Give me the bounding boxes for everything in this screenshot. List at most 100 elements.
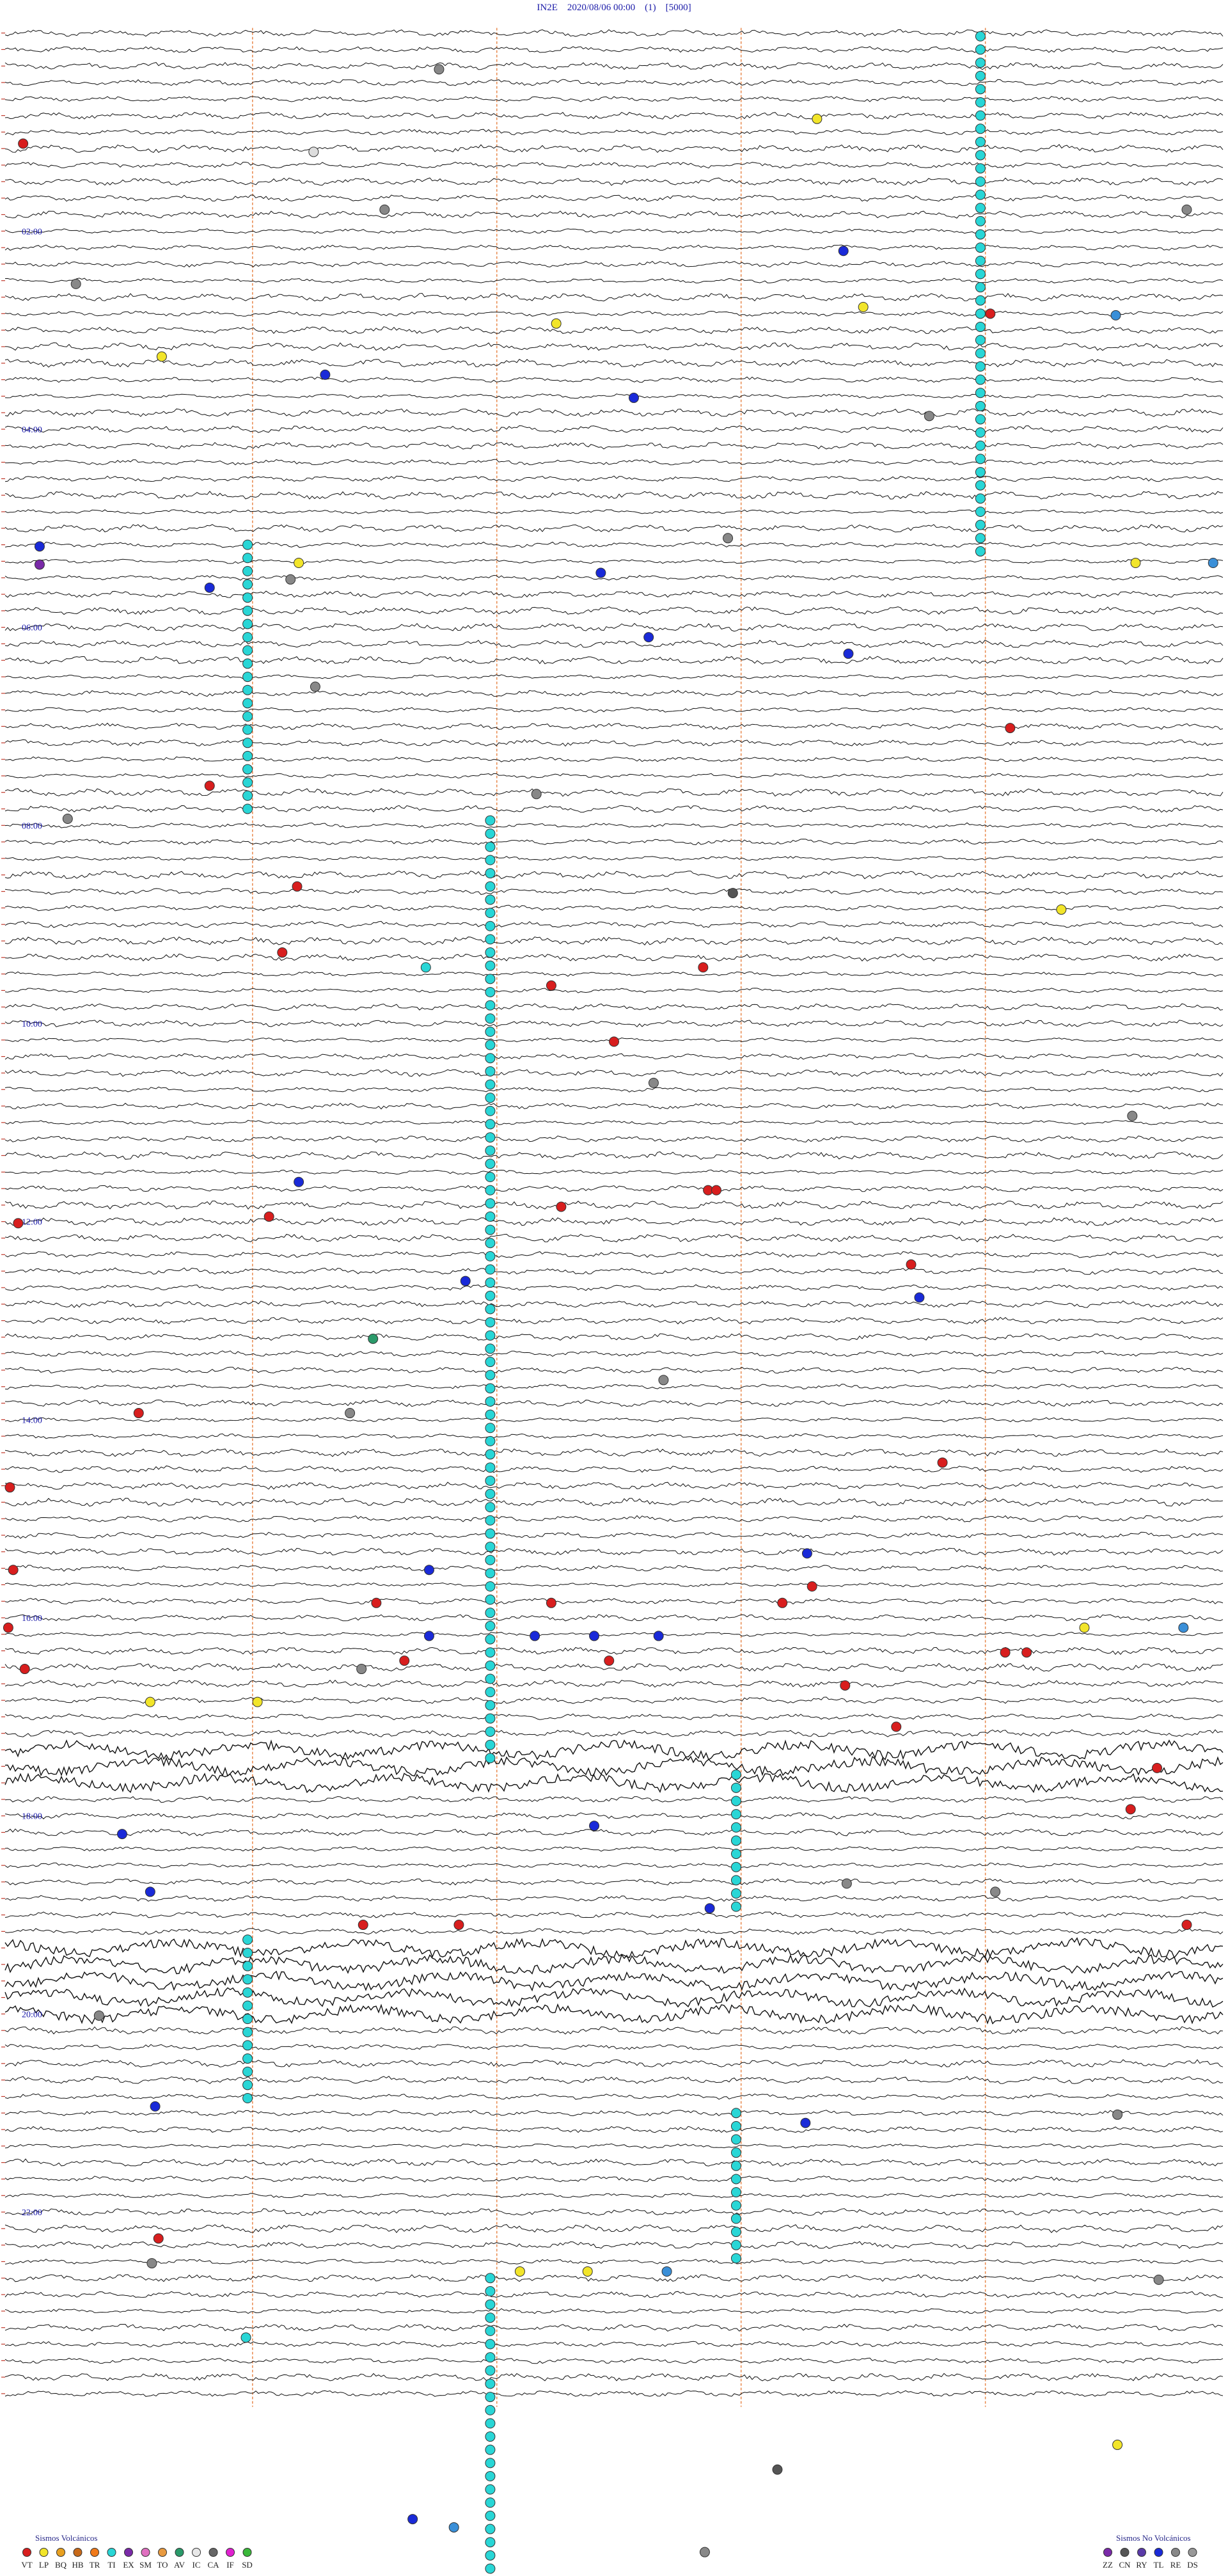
trace <box>4 1185 1224 1192</box>
trace <box>4 1086 1224 1093</box>
event-marker <box>730 2147 741 2158</box>
event-marker <box>485 815 496 826</box>
event-marker <box>914 1292 925 1303</box>
trace <box>4 2158 1224 2167</box>
event-marker <box>485 1568 496 1579</box>
trace <box>4 1679 1224 1688</box>
trace <box>4 1448 1224 1457</box>
event-marker <box>485 1119 496 1130</box>
event-marker <box>1112 2439 1123 2450</box>
trace <box>4 773 1224 778</box>
trace <box>4 1878 1224 1886</box>
event-marker <box>320 369 331 380</box>
trace <box>4 640 1224 648</box>
trace <box>4 1119 1224 1125</box>
event-marker <box>485 1079 496 1090</box>
trace <box>4 278 1224 283</box>
event-marker <box>730 2121 741 2131</box>
trace <box>4 2044 1224 2050</box>
event-marker <box>485 1264 496 1275</box>
event-marker <box>730 2227 741 2238</box>
event-marker <box>485 841 496 852</box>
event-marker <box>514 2266 525 2277</box>
event-marker <box>3 1622 13 1633</box>
event-marker <box>150 2101 161 2112</box>
event-marker <box>292 881 303 892</box>
event-marker <box>485 2484 496 2495</box>
event-marker <box>240 2332 251 2343</box>
trace <box>4 1970 1224 1992</box>
trace <box>4 144 1224 154</box>
event-marker <box>485 1304 496 1315</box>
event-marker <box>242 2093 253 2103</box>
legend-code: TL <box>1154 2560 1164 2570</box>
event-marker <box>730 1901 741 1912</box>
event-marker <box>485 2405 496 2415</box>
event-marker <box>485 1620 496 1631</box>
trace <box>4 1812 1224 1820</box>
trace <box>4 622 1224 632</box>
time-label: 22:00 <box>22 2208 42 2218</box>
event-marker <box>34 559 45 570</box>
event-marker <box>294 558 304 568</box>
trace <box>4 1151 1224 1160</box>
event-marker <box>485 1158 496 1169</box>
trace <box>4 1614 1224 1622</box>
event-marker <box>242 684 253 695</box>
event-marker <box>485 1290 496 1301</box>
event-marker <box>975 480 986 491</box>
event-marker <box>145 1696 155 1707</box>
event-marker <box>730 2200 741 2211</box>
trace <box>4 1828 1224 1837</box>
trace <box>4 541 1224 548</box>
trace <box>4 1647 1224 1655</box>
event-marker <box>485 2392 496 2403</box>
event-marker <box>698 962 709 973</box>
trace <box>4 1954 1224 1975</box>
event-marker <box>975 295 986 306</box>
event-marker <box>1152 1762 1163 1773</box>
legend-code: TO <box>157 2560 168 2570</box>
event-marker <box>1110 310 1121 320</box>
event-marker <box>840 1680 851 1691</box>
event-marker <box>116 1829 127 1840</box>
event-marker <box>242 750 253 761</box>
event-marker <box>485 1409 496 1420</box>
event-marker <box>485 1105 496 1116</box>
time-label: 20:00 <box>22 2010 42 2019</box>
event-marker <box>485 2431 496 2442</box>
event-marker <box>975 255 986 266</box>
event-marker <box>485 1211 496 1222</box>
legend-swatch <box>158 2548 167 2557</box>
trace <box>4 1755 1224 1777</box>
event-marker <box>242 2014 253 2025</box>
legend-code: SM <box>139 2560 152 2570</box>
trace <box>4 1565 1224 1572</box>
event-marker <box>975 388 986 399</box>
trace <box>4 1796 1224 1803</box>
trace <box>4 1333 1223 1341</box>
time-label: 14:00 <box>22 1416 42 1425</box>
legend-swatch <box>226 2548 235 2557</box>
legend-code: CN <box>1119 2560 1131 2570</box>
trace <box>4 1547 1224 1556</box>
trace <box>4 1515 1224 1522</box>
event-marker <box>485 1132 496 1143</box>
event-marker <box>93 2010 104 2021</box>
event-marker <box>485 1581 496 1592</box>
event-marker <box>485 921 496 931</box>
legend-title: Sismos Volcánicos <box>35 2533 97 2543</box>
event-marker <box>485 1462 496 1473</box>
event-marker <box>310 681 320 692</box>
trace <box>4 2093 1224 2100</box>
event-marker <box>1021 1647 1032 1658</box>
event-marker <box>485 2286 496 2296</box>
event-marker <box>648 1077 659 1088</box>
event-marker <box>242 632 253 643</box>
event-marker <box>975 44 986 55</box>
event-marker <box>730 2134 741 2145</box>
legend-swatch <box>73 2548 83 2557</box>
event-marker <box>156 351 167 362</box>
event-marker <box>242 738 253 748</box>
